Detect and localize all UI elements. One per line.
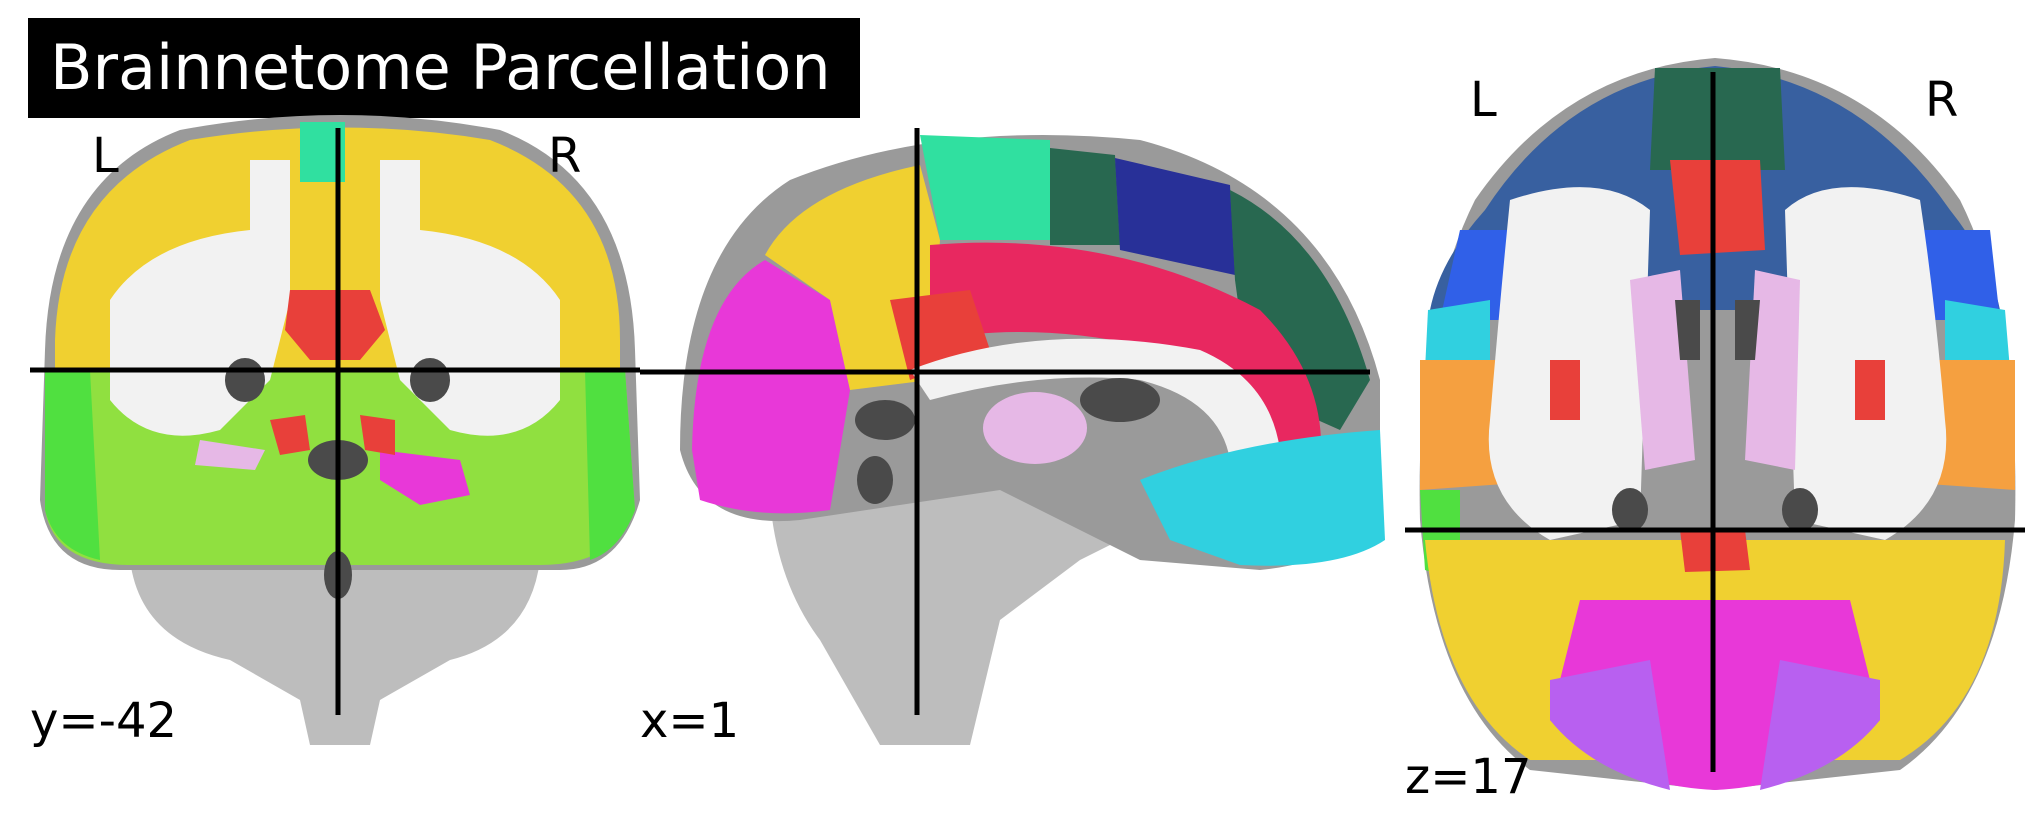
axial-left-ventricle — [1675, 300, 1700, 360]
axial-anterior-cingulate — [1670, 160, 1765, 255]
coronal-cerebellum — [130, 560, 540, 745]
sagittal-ventricle — [1080, 378, 1160, 422]
axial-left-blue-region — [1440, 230, 1520, 320]
axial-view: L R z=17 — [1400, 0, 2040, 840]
axial-right-thalamus — [1745, 270, 1800, 470]
coronal-right-sulcus — [380, 160, 420, 300]
sagittal-cingulate-region — [930, 242, 1322, 490]
axial-right-insula — [1855, 360, 1885, 420]
sagittal-orbitofrontal-region — [1140, 430, 1385, 566]
sagittal-dark-region-1 — [1050, 148, 1120, 245]
sagittal-precuneus-region — [765, 165, 940, 390]
sagittal-corpus-callosum — [910, 338, 1280, 460]
coronal-left-red-region — [270, 415, 310, 455]
axial-right-label: R — [1925, 72, 1959, 128]
axial-right-posterior-horn — [1782, 488, 1818, 532]
sagittal-fourth-ventricle — [857, 456, 893, 504]
axial-right-cyan-region — [1945, 300, 2010, 370]
axial-coordinate-label: z=17 — [1405, 749, 1532, 805]
axial-right-purple-region — [1760, 660, 1880, 790]
sagittal-paracentral-region — [920, 135, 1050, 240]
coronal-view: L R y=-42 — [0, 0, 660, 840]
coronal-coordinate-label: y=-42 — [30, 693, 178, 749]
axial-slice-image — [1405, 58, 2025, 790]
figure-title: Brainnetome Parcellation — [28, 18, 860, 118]
coronal-cingulate-region — [285, 290, 385, 360]
coronal-left-sulcus — [250, 160, 290, 300]
axial-left-insula — [1550, 360, 1580, 420]
coronal-left-thalamus — [195, 440, 265, 470]
axial-left-cyan-region — [1425, 300, 1490, 370]
sagittal-view: x=1 — [640, 0, 1400, 840]
coronal-left-label: L — [92, 128, 119, 184]
sagittal-slice-image — [640, 128, 1385, 745]
sagittal-navy-region — [1115, 158, 1235, 275]
coronal-right-hippocampus — [380, 450, 470, 505]
coronal-right-label: R — [548, 128, 582, 184]
sagittal-thalamus — [983, 392, 1087, 464]
sagittal-coordinate-label: x=1 — [640, 693, 740, 749]
coronal-left-ventricle — [225, 358, 265, 402]
coronal-right-red-region — [360, 415, 395, 455]
axial-left-label: L — [1470, 72, 1497, 128]
axial-left-posterior-horn — [1612, 488, 1648, 532]
axial-left-purple-region — [1550, 660, 1670, 790]
coronal-right-lateral-region — [585, 370, 635, 560]
coronal-slice-image — [30, 115, 640, 745]
sagittal-occipital-region — [692, 260, 850, 514]
axial-medial-frontal-region — [1650, 68, 1785, 170]
axial-right-blue-region — [1920, 230, 2000, 320]
coronal-left-lateral-region — [45, 370, 100, 560]
coronal-right-ventricle — [410, 358, 450, 402]
axial-right-ventricle — [1735, 300, 1760, 360]
sagittal-dark-region — [855, 400, 915, 440]
